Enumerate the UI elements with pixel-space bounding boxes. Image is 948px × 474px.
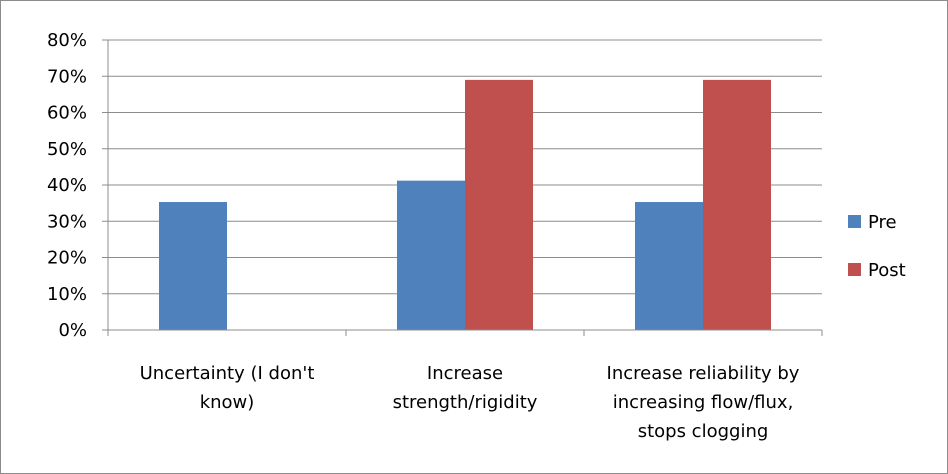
legend: Pre Post	[848, 212, 906, 281]
bar-pre	[635, 202, 703, 330]
bar-pre	[159, 202, 227, 330]
x-category-label-line: know)	[200, 392, 255, 413]
legend-swatch-post	[848, 263, 861, 276]
bar-post	[703, 79, 771, 330]
y-tick-label: 10%	[47, 284, 87, 305]
x-category-label-line: Increase	[427, 363, 503, 384]
x-category-label-line: increasing flow/flux,	[613, 392, 794, 413]
y-tick-label: 80%	[47, 30, 87, 51]
x-category-label-line: Increase reliability by	[607, 363, 800, 384]
legend-swatch-pre	[848, 215, 861, 228]
x-category-label-line: stops clogging	[638, 421, 769, 442]
axes	[107, 40, 823, 336]
y-tick-label: 30%	[47, 211, 87, 232]
y-tick-label: 20%	[47, 248, 87, 269]
y-tick-label: 60%	[47, 103, 87, 124]
y-axis-ticks: 0% 10% 20% 30% 40% 50% 60% 70% 80%	[47, 30, 108, 341]
x-category-label-line: strength/rigidity	[393, 392, 538, 413]
x-category-label: Uncertainty (I don't know)	[140, 363, 315, 413]
bars	[159, 79, 771, 330]
x-category-label-line: Uncertainty (I don't	[140, 363, 315, 384]
legend-label-post: Post	[868, 260, 906, 281]
x-category-label: Increase strength/rigidity	[393, 363, 538, 413]
y-tick-label: 0%	[58, 320, 87, 341]
x-category-label: Increase reliability by increasing flow/f…	[607, 363, 800, 442]
legend-label-pre: Pre	[868, 212, 897, 233]
bar-post	[465, 79, 533, 330]
y-tick-label: 70%	[47, 66, 87, 87]
y-tick-label: 50%	[47, 139, 87, 160]
x-axis-labels: Uncertainty (I don't know) Increase strengt…	[140, 363, 800, 442]
y-tick-label: 40%	[47, 175, 87, 196]
bar-pre	[397, 180, 465, 330]
